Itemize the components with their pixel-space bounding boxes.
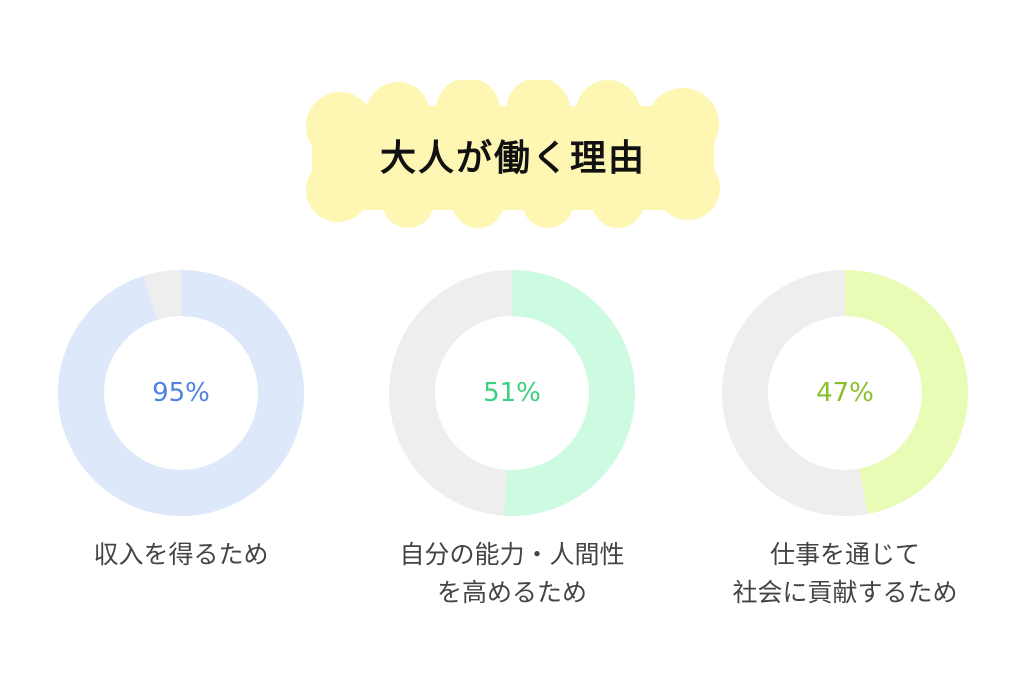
- donut-chart-contribution: 47%: [715, 262, 975, 524]
- category-label-line: 自分の能力・人間性: [399, 540, 625, 569]
- category-label-income: 収入を得るため: [21, 536, 341, 574]
- donut-value-arc: [58, 270, 304, 516]
- category-label-contribution: 仕事を通じて 社会に貢献するため: [685, 536, 1005, 612]
- donut-svg: [389, 270, 635, 516]
- donut-svg: [722, 270, 968, 516]
- chart-title: 大人が働く理由: [379, 138, 646, 179]
- donut-value-arc: [389, 270, 635, 516]
- donut-value-arc: [722, 270, 968, 516]
- percentage-label: 51%: [483, 378, 541, 408]
- category-label-line: 収入を得るため: [93, 540, 269, 569]
- category-label-line: 仕事を通じて: [769, 540, 920, 569]
- percentage-label: 47%: [816, 378, 874, 408]
- title-cloud-shape: [306, 80, 720, 228]
- donut-svg: [58, 270, 304, 516]
- donut-chart-growth: 51%: [382, 262, 642, 524]
- category-label-line: を高めるため: [436, 578, 587, 607]
- category-label-growth: 自分の能力・人間性 を高めるため: [352, 536, 672, 612]
- donut-chart-income: 95%: [51, 262, 311, 524]
- category-label-line: 社会に貢献するため: [732, 578, 958, 607]
- percentage-label: 95%: [152, 378, 210, 408]
